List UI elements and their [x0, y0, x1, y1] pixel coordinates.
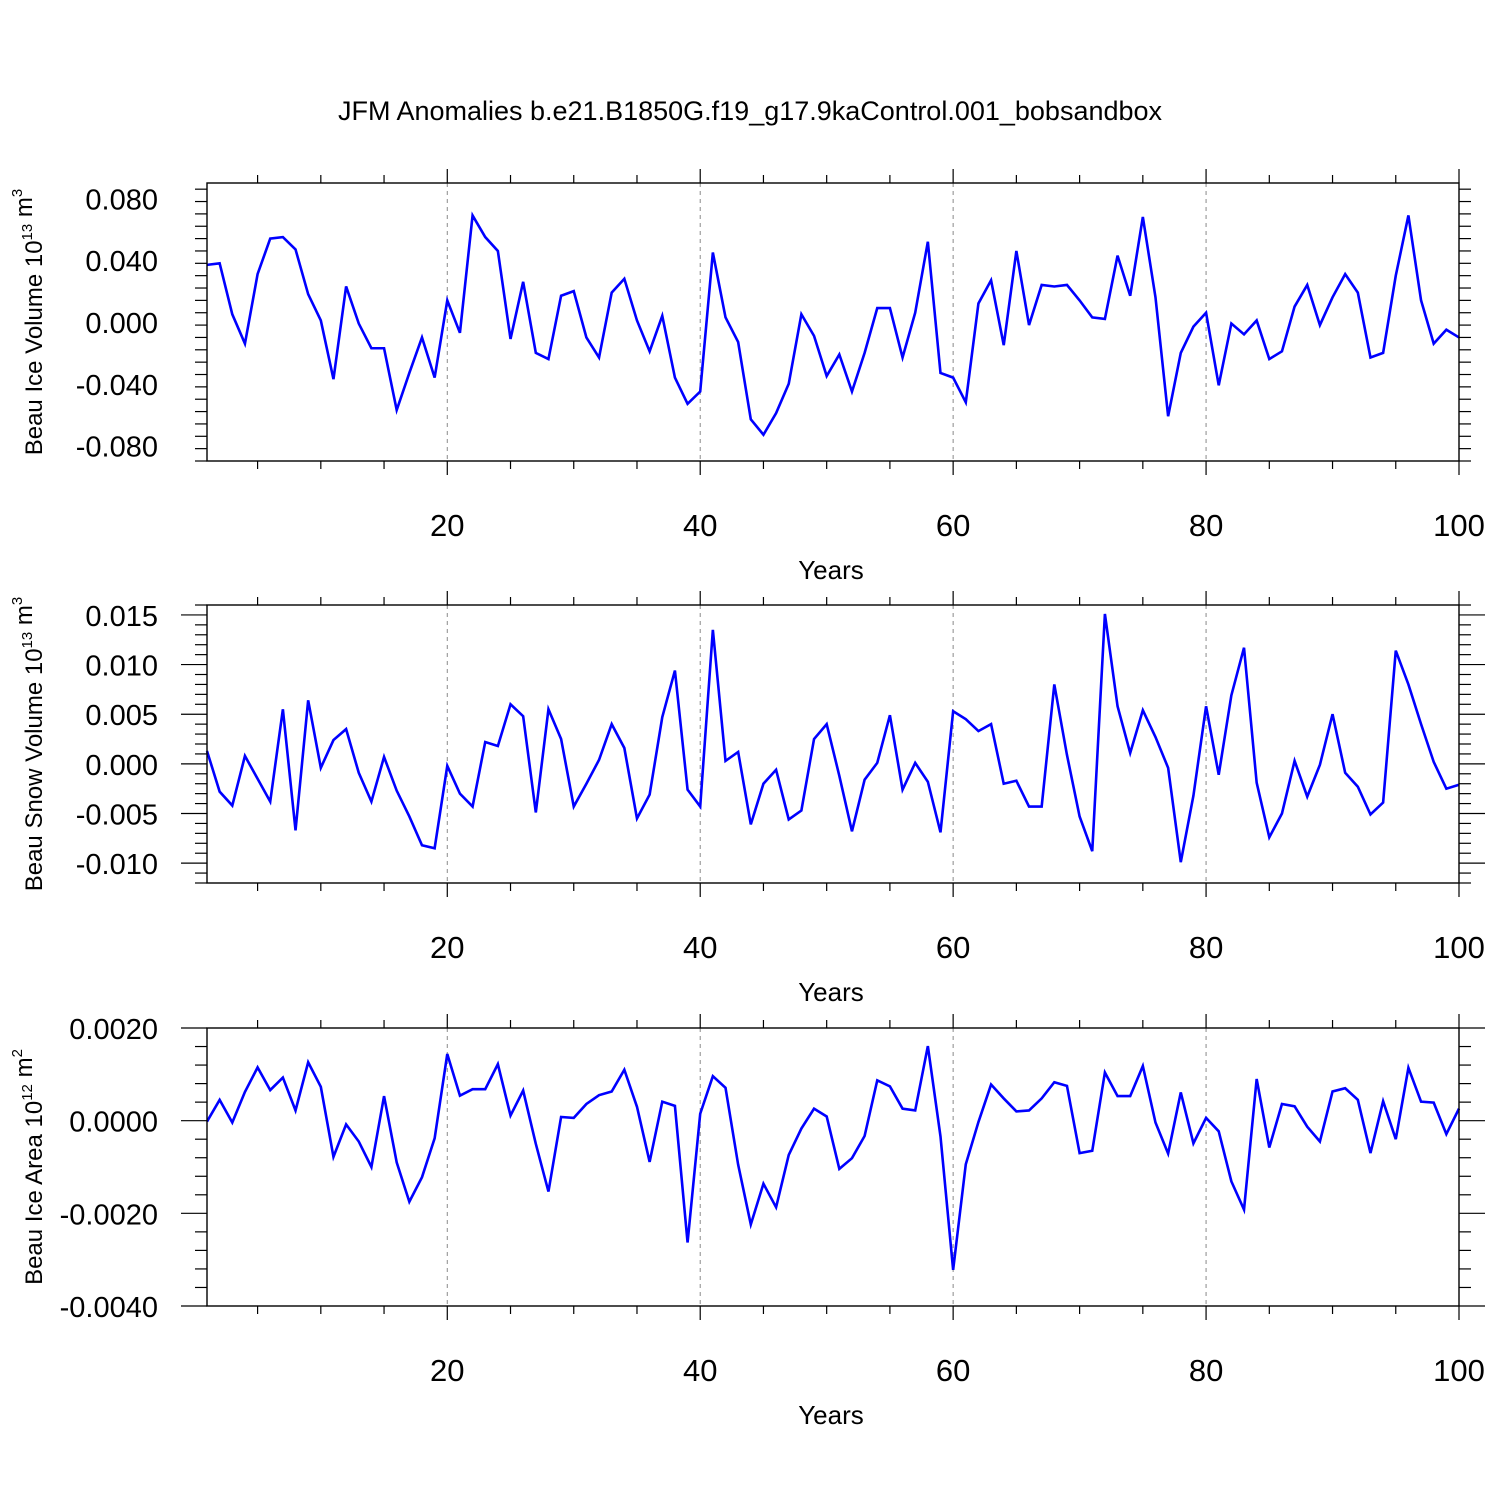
y-tick-label: -0.0040 — [60, 1292, 158, 1324]
y-tick-label: 0.0020 — [69, 1014, 158, 1046]
x-tick-label: 60 — [936, 1353, 970, 1388]
y-tick-label: 0.015 — [85, 601, 158, 633]
y-axis-label: Beau Snow Volume 1013 m3 — [9, 597, 48, 892]
y-tick-label: -0.040 — [76, 370, 158, 402]
plot-frame — [206, 604, 1460, 884]
panel-3: 20 40 60 80 100 Years -0.0040 -0.0020 0.0000 0.00… — [9, 1014, 1485, 1430]
x-tick-label: 100 — [1433, 508, 1485, 543]
panels: 20 40 60 80 100 Years -0.080 -0.040 0.000 0.040 0.… — [9, 169, 1485, 1430]
x-tick-label: 20 — [430, 1353, 464, 1388]
y-tick-label: 0.0000 — [69, 1107, 158, 1139]
x-tick-label: 40 — [683, 930, 717, 965]
chart-title: JFM Anomalies b.e21.B1850G.f19_g17.9kaCo… — [338, 96, 1163, 126]
y-tick-label: -0.080 — [76, 432, 158, 464]
y-tick-label: 0.010 — [85, 651, 158, 683]
x-tick-label: 40 — [683, 508, 717, 543]
x-tick-label: 80 — [1189, 1353, 1223, 1388]
x-axis-label: Years — [798, 977, 864, 1007]
y-tick-label: 0.040 — [85, 246, 158, 278]
series-line — [205, 1045, 1461, 1271]
y-tick-label: 0.000 — [85, 750, 158, 782]
x-tick-label: 40 — [683, 1353, 717, 1388]
y-tick-label: -0.010 — [76, 849, 158, 881]
x-tick-label: 20 — [430, 508, 464, 543]
x-tick-label: 100 — [1433, 1353, 1485, 1388]
y-tick-label: 0.080 — [85, 184, 158, 216]
plot-frame — [206, 1027, 1460, 1307]
series-line — [206, 211, 1460, 438]
x-tick-label: 20 — [430, 930, 464, 965]
x-tick-label: 100 — [1433, 930, 1485, 965]
panel-1: 20 40 60 80 100 Years -0.080 -0.040 0.000 0.040 0.… — [9, 169, 1485, 585]
x-axis-label: Years — [798, 1400, 864, 1430]
y-tick-label: -0.0020 — [60, 1199, 158, 1231]
x-tick-label: 60 — [936, 930, 970, 965]
y-axis-label: Beau Ice Volume 1013 m3 — [9, 189, 48, 456]
y-tick-label: -0.005 — [76, 800, 158, 832]
x-axis-label: Years — [798, 555, 864, 585]
plot-frame — [206, 182, 1460, 462]
x-tick-label: 80 — [1189, 508, 1223, 543]
x-tick-label: 80 — [1189, 930, 1223, 965]
y-axis-label: Beau Ice Area 1012 m2 — [9, 1049, 48, 1285]
series-line — [205, 613, 1460, 863]
y-tick-label: 0.005 — [85, 700, 158, 732]
y-tick-label: 0.000 — [85, 308, 158, 340]
panel-2: 20 40 60 80 100 Years -0.010 -0.005 0.000 0.005 0.… — [9, 591, 1485, 1007]
x-tick-label: 60 — [936, 508, 970, 543]
